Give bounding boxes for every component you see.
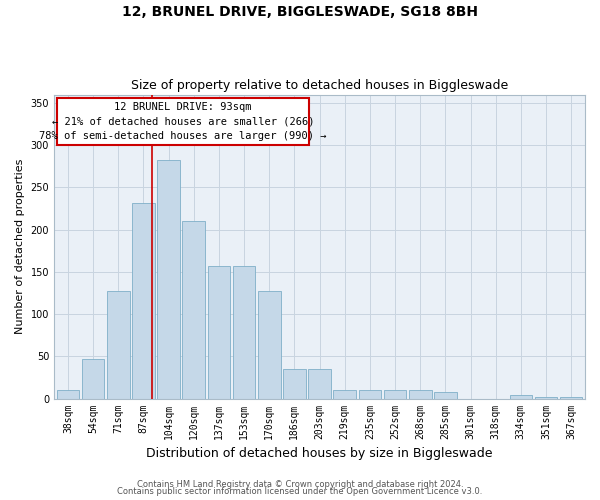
- Text: 12, BRUNEL DRIVE, BIGGLESWADE, SG18 8BH: 12, BRUNEL DRIVE, BIGGLESWADE, SG18 8BH: [122, 5, 478, 19]
- Bar: [82, 359, 104, 399]
- X-axis label: Distribution of detached houses by size in Biggleswade: Distribution of detached houses by size …: [146, 447, 493, 460]
- Bar: [132, 202, 155, 398]
- Text: 12 BRUNEL DRIVE: 93sqm: 12 BRUNEL DRIVE: 93sqm: [114, 102, 252, 112]
- Bar: [233, 266, 256, 398]
- Bar: [334, 390, 356, 398]
- Text: Contains HM Land Registry data © Crown copyright and database right 2024.: Contains HM Land Registry data © Crown c…: [137, 480, 463, 489]
- Text: Contains public sector information licensed under the Open Government Licence v3: Contains public sector information licen…: [118, 488, 482, 496]
- Bar: [308, 369, 331, 398]
- Bar: [182, 221, 205, 398]
- Text: ← 21% of detached houses are smaller (266): ← 21% of detached houses are smaller (26…: [52, 116, 314, 126]
- Bar: [56, 390, 79, 398]
- Bar: [283, 369, 305, 398]
- FancyBboxPatch shape: [56, 98, 310, 145]
- Bar: [208, 266, 230, 398]
- Title: Size of property relative to detached houses in Biggleswade: Size of property relative to detached ho…: [131, 79, 508, 92]
- Bar: [359, 390, 381, 398]
- Bar: [509, 395, 532, 398]
- Bar: [157, 160, 180, 398]
- Bar: [107, 292, 130, 399]
- Bar: [258, 292, 281, 399]
- Bar: [409, 390, 431, 398]
- Bar: [535, 397, 557, 398]
- Bar: [560, 397, 583, 398]
- Y-axis label: Number of detached properties: Number of detached properties: [15, 159, 25, 334]
- Bar: [383, 390, 406, 398]
- Text: 78% of semi-detached houses are larger (990) →: 78% of semi-detached houses are larger (…: [39, 131, 327, 141]
- Bar: [434, 392, 457, 398]
